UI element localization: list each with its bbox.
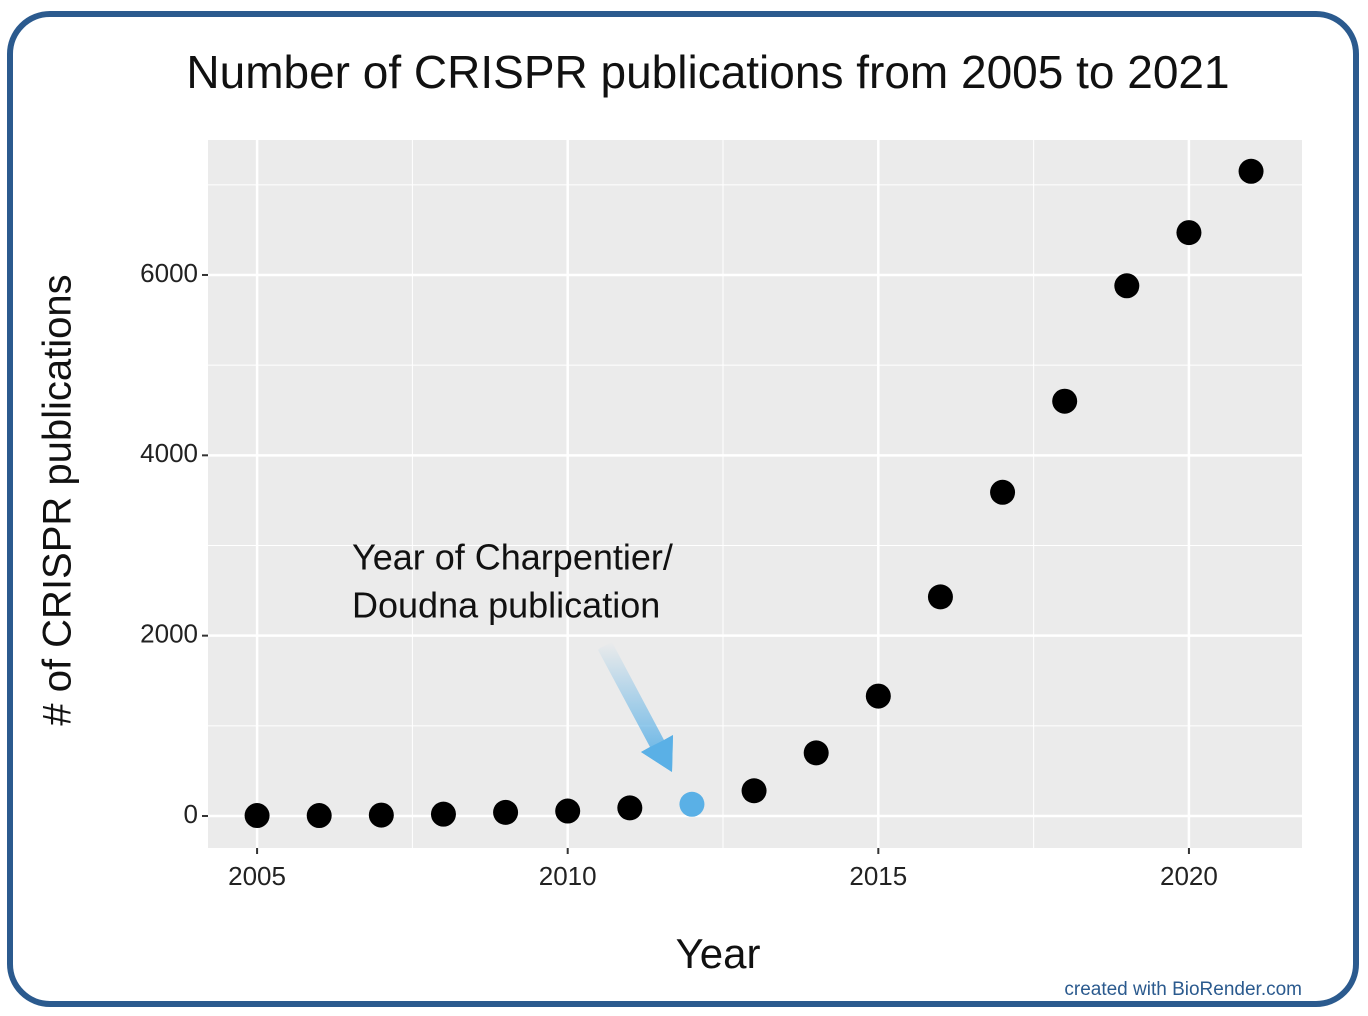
point — [990, 479, 1016, 505]
point — [493, 799, 519, 825]
point — [306, 803, 332, 829]
y-tick-label: 4000 — [140, 438, 198, 468]
point — [555, 798, 581, 824]
plot-panel — [208, 140, 1302, 848]
y-axis-label: # of CRISPR publications — [36, 274, 80, 725]
point — [1052, 388, 1078, 414]
chart-title: Number of CRISPR publications from 2005 … — [186, 46, 1229, 98]
y-tick-label: 2000 — [140, 619, 198, 649]
annotation-arrow — [598, 642, 673, 772]
point — [617, 795, 643, 821]
x-tick-label: 2020 — [1160, 861, 1218, 891]
x-tick-label: 2010 — [539, 861, 597, 891]
credit: created with BioRender.com — [1064, 979, 1302, 1000]
point — [1176, 220, 1202, 246]
point — [865, 683, 891, 709]
y-tick-label: 0 — [184, 799, 198, 829]
point — [368, 802, 394, 828]
annotation: Doudna publication — [352, 585, 660, 626]
point — [430, 801, 456, 827]
point — [803, 740, 829, 766]
x-tick-label: 2015 — [849, 861, 907, 891]
point — [927, 584, 953, 610]
x-tick-label: 2005 — [228, 861, 286, 891]
point — [679, 791, 705, 817]
y-tick-label: 6000 — [140, 258, 198, 288]
point — [741, 778, 767, 804]
x-axis-label: Year — [676, 930, 761, 977]
point — [244, 803, 270, 829]
point — [1238, 158, 1264, 184]
point — [1114, 273, 1140, 299]
annotation: Year of Charpentier/ — [352, 537, 673, 578]
